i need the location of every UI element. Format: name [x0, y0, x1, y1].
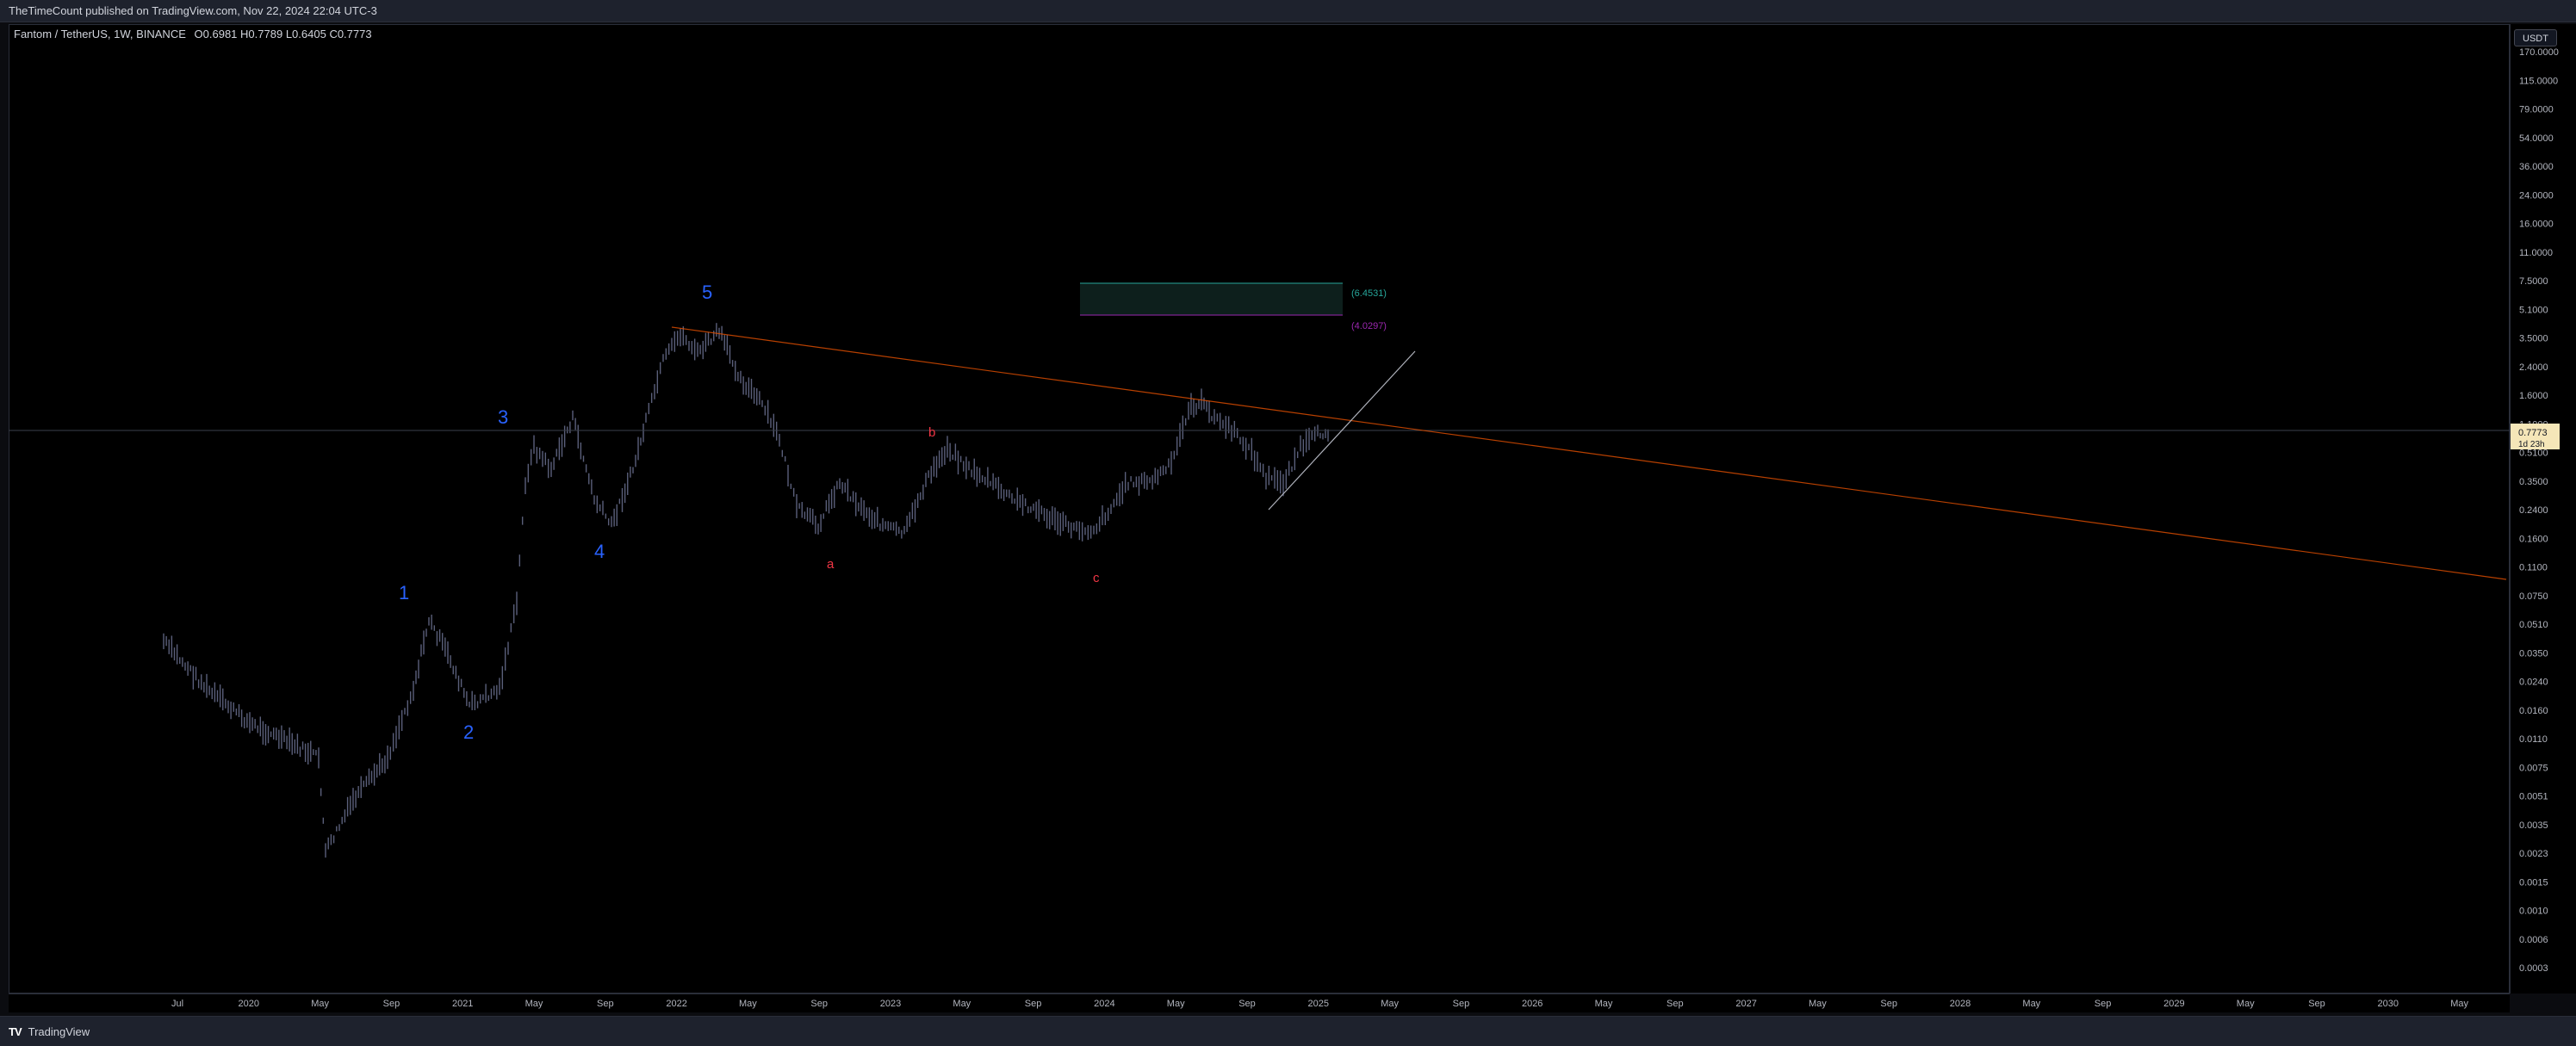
tradingview-logo-icon[interactable]: TV [9, 1024, 22, 1038]
close-label: C [329, 28, 338, 40]
publisher-text: TheTimeCount published on TradingView.co… [9, 4, 377, 17]
close-value: 0.7773 [337, 28, 372, 40]
chart-pane[interactable] [9, 24, 2510, 993]
tradingview-brand[interactable]: TradingView [28, 1024, 90, 1038]
currency-button[interactable]: USDT [2514, 29, 2557, 46]
open-value: 0.6981 [202, 28, 238, 40]
price-axis[interactable] [2510, 24, 2576, 993]
symbol-name[interactable]: Fantom / TetherUS, 1W, BINANCE [14, 28, 186, 40]
symbol-legend: Fantom / TetherUS, 1W, BINANCE O0.6981 H… [14, 28, 372, 40]
high-label: H [240, 28, 249, 40]
low-value: 0.6405 [292, 28, 326, 40]
open-label: O [194, 28, 203, 40]
publisher-bar: TheTimeCount published on TradingView.co… [0, 0, 2576, 22]
time-axis[interactable] [9, 993, 2510, 1012]
low-label: L [285, 28, 293, 40]
high-value: 0.7789 [248, 28, 283, 40]
footer-bar: TV TradingView [0, 1016, 2576, 1046]
